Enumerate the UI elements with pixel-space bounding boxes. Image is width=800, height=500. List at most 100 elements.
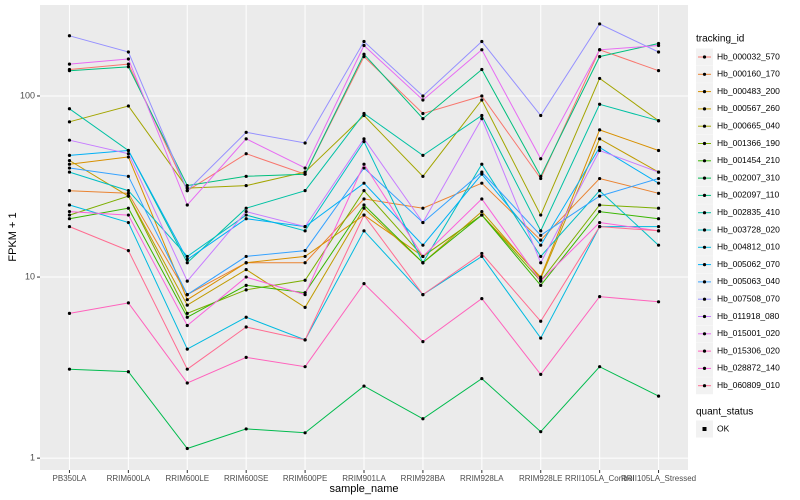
legend-key-point (702, 280, 707, 284)
data-point (67, 34, 72, 38)
data-point (244, 288, 248, 292)
data-point (421, 153, 425, 157)
legend-key-point (702, 228, 707, 232)
data-point (480, 197, 484, 201)
legend-key-point (702, 193, 707, 197)
data-point (126, 155, 130, 159)
data-point (362, 213, 366, 217)
data-point (126, 65, 130, 69)
data-point (598, 176, 602, 181)
data-point (126, 104, 130, 108)
legend-label: Hb_000567_260 (717, 103, 780, 113)
data-point (185, 254, 189, 259)
data-point (480, 117, 484, 121)
x-tick-label: RRIM600LA (107, 474, 151, 483)
data-point (303, 365, 307, 369)
data-point (185, 298, 189, 302)
data-point (598, 220, 602, 225)
data-point (126, 194, 130, 198)
data-point (656, 243, 661, 247)
data-point (303, 278, 307, 282)
y-tick-label: 100 (20, 90, 35, 100)
legend-label: Hb_002007_310 (717, 172, 780, 182)
data-point (185, 183, 189, 188)
x-tick-label: RRIM928BA (401, 474, 446, 483)
legend-key-point (702, 349, 707, 353)
legend-key-point (702, 55, 707, 59)
data-point (303, 305, 307, 309)
data-point (67, 69, 72, 73)
data-point (480, 297, 484, 301)
data-point (539, 229, 543, 233)
data-point (362, 384, 366, 388)
data-point (126, 191, 130, 195)
data-point (185, 189, 189, 193)
data-point (539, 157, 543, 161)
data-point (598, 137, 602, 141)
data-point (539, 176, 543, 181)
data-point (421, 98, 425, 102)
legend2-key (702, 427, 707, 431)
data-point (303, 431, 307, 435)
data-point (185, 257, 189, 262)
data-point (539, 277, 543, 281)
data-point (598, 48, 602, 52)
legend-label: Hb_015306_020 (717, 345, 780, 355)
data-point (244, 427, 248, 431)
legend-key-point (702, 124, 707, 128)
data-point (421, 243, 425, 247)
legend-key-point (702, 159, 707, 163)
legend-title: tracking_id (696, 34, 744, 45)
data-point (303, 189, 307, 193)
data-point (539, 233, 543, 237)
data-point (185, 367, 189, 371)
data-point (539, 254, 543, 259)
legend-key-point (702, 384, 707, 388)
data-point (244, 275, 248, 279)
legend-label: Hb_003728_020 (717, 224, 780, 234)
data-point (656, 176, 661, 181)
data-point (539, 283, 543, 287)
data-point (421, 174, 425, 178)
data-point (539, 261, 543, 265)
data-point (244, 209, 248, 214)
data-point (303, 248, 307, 253)
data-point (67, 203, 72, 207)
data-point (185, 303, 189, 307)
data-point (303, 261, 307, 265)
data-point (244, 213, 248, 217)
data-point (480, 170, 484, 174)
data-point (539, 174, 543, 178)
data-point (656, 300, 661, 304)
legend-key-point (702, 263, 707, 267)
data-point (362, 229, 366, 233)
data-point (480, 254, 484, 259)
data-point (244, 152, 248, 156)
data-point (480, 209, 484, 214)
data-point (362, 197, 366, 201)
data-point (126, 301, 130, 305)
data-point (244, 174, 248, 178)
legend-key-point (702, 314, 707, 319)
x-tick-label: RRII105LA_Stressed (621, 474, 696, 483)
legend2-title: quant_status (696, 407, 753, 418)
data-point (362, 54, 366, 59)
data-point (67, 120, 72, 124)
data-point (303, 254, 307, 259)
data-point (362, 181, 366, 185)
data-point (67, 158, 72, 163)
data-point (362, 43, 366, 48)
data-point (656, 229, 661, 233)
y-axis-title: FPKM + 1 (7, 212, 19, 261)
data-point (656, 148, 661, 153)
data-point (598, 209, 602, 214)
y-tick-label: 10 (25, 271, 35, 281)
data-point (244, 315, 248, 319)
legend-label: Hb_060809_010 (717, 380, 780, 390)
data-point (362, 139, 366, 144)
data-point (362, 203, 366, 207)
data-point (480, 39, 484, 44)
data-point (421, 117, 425, 121)
data-point (598, 54, 602, 59)
data-point (656, 217, 661, 221)
